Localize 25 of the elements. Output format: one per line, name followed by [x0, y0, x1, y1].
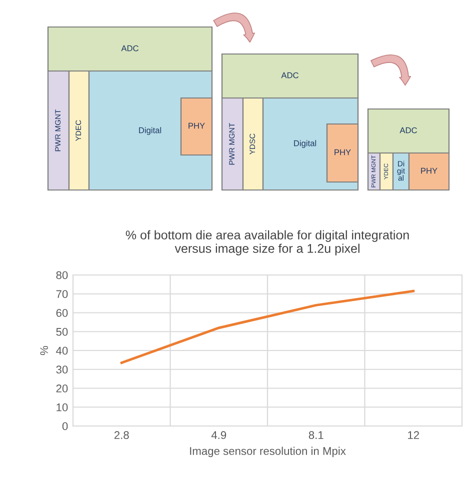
line-series [120, 290, 415, 364]
y-tick-label: 60 [56, 309, 68, 317]
y-tick-label: 40 [56, 346, 68, 355]
text: Digital [294, 140, 316, 148]
y-tick-label: 30 [56, 366, 68, 374]
y-tick-label: 0 [62, 422, 68, 430]
y-tick-label: 20 [56, 384, 68, 392]
y-tick-label: 80 [56, 271, 68, 280]
x-tick-label: 8.1 [308, 431, 324, 440]
text: PHY [421, 168, 438, 174]
x-tick-label: 12 [408, 431, 419, 439]
text: PHY [188, 122, 205, 129]
y-axis-title: % [40, 346, 48, 356]
x-tick-label: 2.8 [114, 431, 129, 440]
y-tick-label: 10 [56, 403, 68, 412]
y-tick-label: 70 [56, 290, 68, 298]
text: ADC [281, 72, 298, 78]
text: ADC [121, 45, 138, 52]
text: ADC [400, 127, 417, 134]
text: Digital [139, 127, 162, 135]
text: PHY [334, 149, 351, 156]
x-tick-label: 4.9 [211, 431, 226, 440]
y-tick-label: 50 [56, 328, 68, 336]
chart-title: % of bottom die area available for digital integration versus image size for a 1.2u pixel [126, 230, 409, 256]
x-axis-title: Image sensor resolution in Mpix [190, 446, 346, 458]
